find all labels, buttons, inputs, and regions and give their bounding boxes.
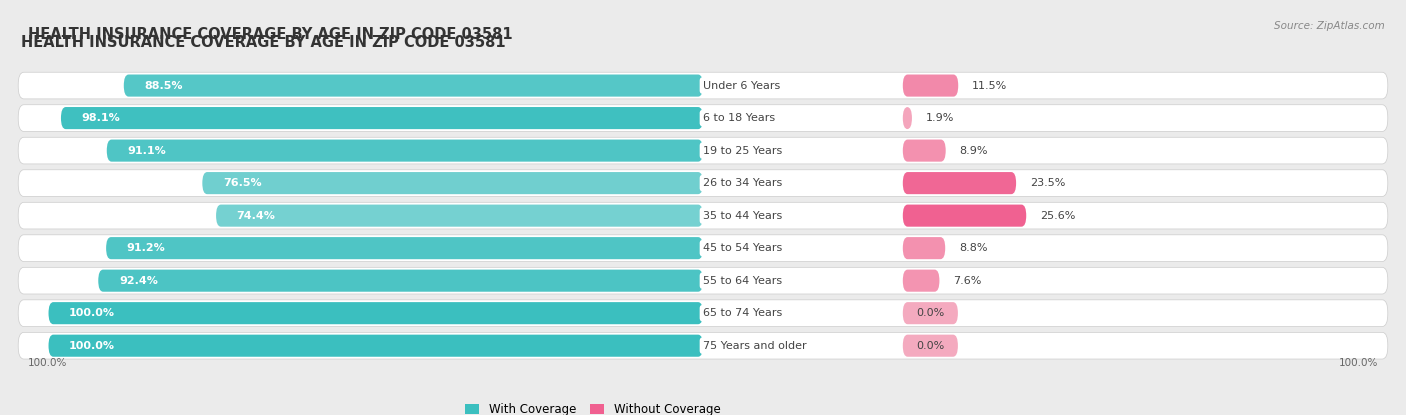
Text: 65 to 74 Years: 65 to 74 Years [703, 308, 782, 318]
FancyBboxPatch shape [903, 205, 1026, 227]
FancyBboxPatch shape [48, 334, 703, 357]
FancyBboxPatch shape [18, 105, 1388, 132]
Text: 11.5%: 11.5% [972, 81, 1007, 90]
Text: 1.9%: 1.9% [925, 113, 955, 123]
Text: 88.5%: 88.5% [145, 81, 183, 90]
Text: 100.0%: 100.0% [28, 358, 67, 368]
FancyBboxPatch shape [903, 107, 912, 129]
Text: 25.6%: 25.6% [1040, 211, 1076, 221]
Text: Under 6 Years: Under 6 Years [703, 81, 780, 90]
Text: 75 Years and older: 75 Years and older [703, 341, 807, 351]
Text: 6 to 18 Years: 6 to 18 Years [703, 113, 775, 123]
FancyBboxPatch shape [18, 332, 1388, 359]
FancyBboxPatch shape [18, 137, 1388, 164]
FancyBboxPatch shape [903, 302, 957, 324]
Text: 35 to 44 Years: 35 to 44 Years [703, 211, 782, 221]
Text: 74.4%: 74.4% [236, 211, 276, 221]
Text: 19 to 25 Years: 19 to 25 Years [703, 146, 782, 156]
Text: 55 to 64 Years: 55 to 64 Years [703, 276, 782, 286]
Text: 0.0%: 0.0% [917, 308, 945, 318]
FancyBboxPatch shape [18, 300, 1388, 327]
FancyBboxPatch shape [903, 270, 939, 292]
FancyBboxPatch shape [903, 75, 959, 97]
FancyBboxPatch shape [903, 237, 945, 259]
FancyBboxPatch shape [903, 334, 957, 357]
Text: 23.5%: 23.5% [1031, 178, 1066, 188]
FancyBboxPatch shape [105, 237, 703, 259]
FancyBboxPatch shape [124, 75, 703, 97]
Legend: With Coverage, Without Coverage: With Coverage, Without Coverage [465, 403, 720, 415]
FancyBboxPatch shape [18, 72, 1388, 99]
Text: Source: ZipAtlas.com: Source: ZipAtlas.com [1274, 21, 1385, 31]
Text: HEALTH INSURANCE COVERAGE BY AGE IN ZIP CODE 03581: HEALTH INSURANCE COVERAGE BY AGE IN ZIP … [28, 27, 512, 42]
Text: 100.0%: 100.0% [69, 341, 115, 351]
FancyBboxPatch shape [48, 302, 703, 324]
Text: 0.0%: 0.0% [917, 341, 945, 351]
FancyBboxPatch shape [60, 107, 703, 129]
FancyBboxPatch shape [202, 172, 703, 194]
FancyBboxPatch shape [18, 267, 1388, 294]
FancyBboxPatch shape [18, 202, 1388, 229]
FancyBboxPatch shape [903, 172, 1017, 194]
Text: 7.6%: 7.6% [953, 276, 981, 286]
FancyBboxPatch shape [903, 139, 946, 162]
FancyBboxPatch shape [18, 170, 1388, 196]
Text: 100.0%: 100.0% [1339, 358, 1378, 368]
FancyBboxPatch shape [107, 139, 703, 162]
Text: 26 to 34 Years: 26 to 34 Years [703, 178, 782, 188]
Text: HEALTH INSURANCE COVERAGE BY AGE IN ZIP CODE 03581: HEALTH INSURANCE COVERAGE BY AGE IN ZIP … [21, 35, 506, 50]
Text: 92.4%: 92.4% [120, 276, 157, 286]
Text: 8.9%: 8.9% [959, 146, 988, 156]
Text: 91.2%: 91.2% [127, 243, 166, 253]
Text: 76.5%: 76.5% [224, 178, 262, 188]
FancyBboxPatch shape [98, 270, 703, 292]
FancyBboxPatch shape [217, 205, 703, 227]
FancyBboxPatch shape [18, 235, 1388, 261]
Text: 91.1%: 91.1% [128, 146, 166, 156]
Text: 98.1%: 98.1% [82, 113, 121, 123]
Text: 100.0%: 100.0% [69, 308, 115, 318]
Text: 8.8%: 8.8% [959, 243, 987, 253]
Text: 45 to 54 Years: 45 to 54 Years [703, 243, 782, 253]
